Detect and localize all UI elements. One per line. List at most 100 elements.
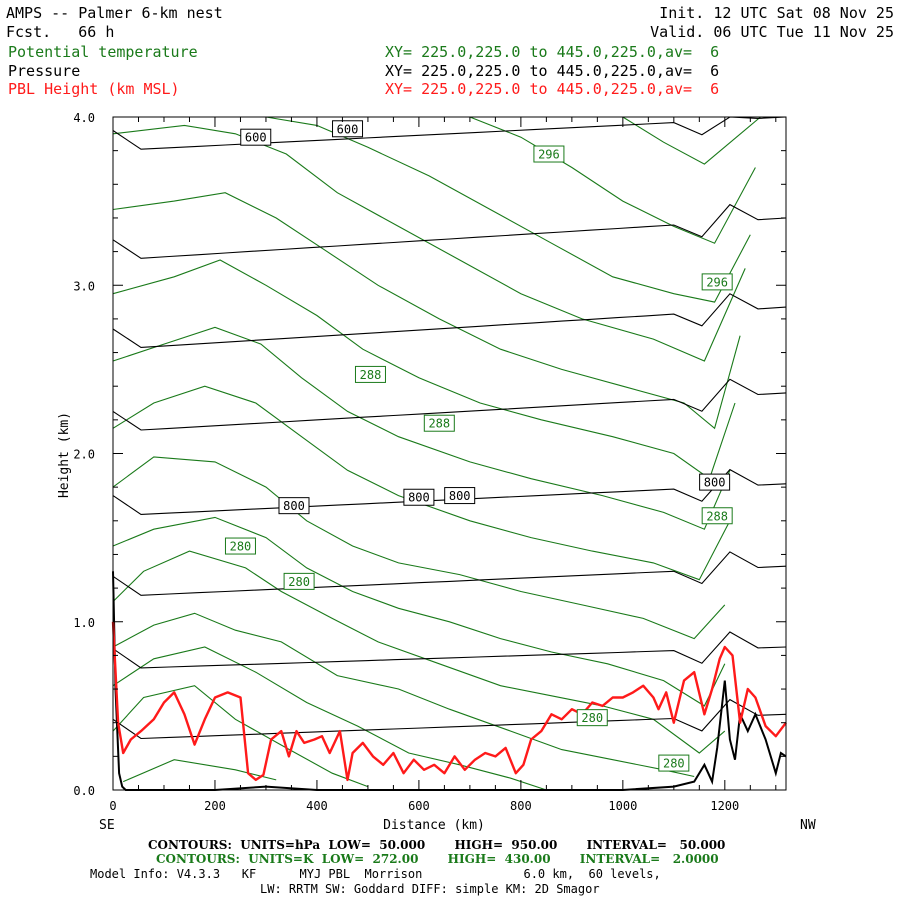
pressure-label-1-box bbox=[332, 120, 364, 138]
pressure-label-5-text: 800 bbox=[704, 476, 726, 490]
theta-label-2-box bbox=[354, 365, 386, 383]
pbl-height-line bbox=[111, 621, 787, 782]
y-axis-label: Height (km) bbox=[57, 412, 72, 498]
theta-label-4-box bbox=[701, 507, 733, 525]
pressure-label-4-text: 800 bbox=[449, 489, 471, 503]
field-xy-pbl: XY= 225.0,225.0 to 445.0,225.0,av= 6 bbox=[385, 80, 720, 98]
pressure-contour-600 bbox=[112, 116, 787, 150]
pressure-label-5: 800 bbox=[699, 473, 731, 491]
pressure-contour-950 bbox=[112, 698, 787, 740]
pressure-label-0-box bbox=[240, 128, 272, 146]
theta-contour-296 bbox=[265, 116, 751, 303]
theta-label-1: 296 bbox=[701, 273, 733, 291]
theta-label-6: 280 bbox=[283, 572, 315, 590]
theta-label-3-text: 288 bbox=[428, 417, 450, 431]
theta-contour-284 bbox=[112, 456, 726, 640]
pressure-contour-650 bbox=[112, 203, 787, 259]
pressure-contour-750 bbox=[112, 378, 787, 431]
theta-contour-272 bbox=[122, 759, 277, 783]
pressure-label-1-text: 600 bbox=[337, 122, 359, 136]
pressure-label-1: 600 bbox=[332, 120, 364, 138]
pressure-label-4-box bbox=[444, 487, 476, 505]
pressure-label-3-text: 800 bbox=[408, 491, 430, 505]
pressure-contour-900 bbox=[112, 631, 787, 669]
plot-frame bbox=[112, 116, 787, 791]
theta-label-0-text: 296 bbox=[538, 148, 560, 162]
right-end-label: NW bbox=[800, 818, 816, 833]
pbl-height-series bbox=[111, 621, 787, 782]
pressure-label-2: 800 bbox=[278, 497, 310, 515]
x-tick-label-2: 400 bbox=[306, 799, 328, 813]
theta-contour-292 bbox=[112, 192, 741, 430]
theta-label-5-text: 280 bbox=[230, 540, 252, 554]
x-axis-label: Distance (km) bbox=[383, 818, 485, 833]
theta-label-7-text: 280 bbox=[581, 711, 603, 725]
field-name-pbl: PBL Height (km MSL) bbox=[8, 80, 180, 98]
theta-label-0-box bbox=[533, 145, 565, 163]
init-time: Init. 12 UTC Sat 08 Nov 25 bbox=[659, 4, 894, 22]
theta-label-6-text: 280 bbox=[288, 575, 310, 589]
pressure-label-2-text: 800 bbox=[283, 499, 305, 513]
pressure-label-3-box bbox=[403, 488, 435, 506]
theta-label-1-box bbox=[701, 273, 733, 291]
valid-time: Valid. 06 UTC Tue 11 Nov 25 bbox=[650, 23, 894, 41]
theta-label-5-box bbox=[224, 537, 256, 555]
theta-contour-274 bbox=[112, 685, 369, 788]
theta-contour-280 bbox=[112, 550, 726, 754]
forecast-hours: 66 h bbox=[78, 23, 115, 41]
theta-label-0: 296 bbox=[533, 145, 565, 163]
contour-labels: 600 600 800 800 800 800 296 296 288 288 288 280 280 2… bbox=[224, 120, 733, 772]
theta-label-8-text: 280 bbox=[663, 757, 685, 771]
pressure-contours bbox=[112, 116, 787, 740]
theta-contour-288 bbox=[112, 326, 731, 530]
y-tick-label-0: 0.0 bbox=[73, 784, 95, 798]
y-tick-label-2: 2.0 bbox=[73, 448, 95, 462]
x-tick-label-0: 0 bbox=[109, 799, 116, 813]
theta-label-4: 288 bbox=[701, 507, 733, 525]
field-name-theta: Potential temperature bbox=[8, 43, 198, 61]
theta-label-8-box bbox=[658, 754, 690, 772]
pressure-label-5-box bbox=[699, 473, 731, 491]
pressure-label-0: 600 bbox=[240, 128, 272, 146]
theta-label-1-text: 296 bbox=[706, 275, 728, 289]
x-tick-label-1: 200 bbox=[204, 799, 226, 813]
pressure-label-2-box bbox=[278, 497, 310, 515]
theta-contour-300 bbox=[622, 116, 761, 165]
theta-contour-278 bbox=[112, 612, 695, 778]
pressure-contour-700 bbox=[112, 293, 787, 348]
theta-label-3-box bbox=[423, 414, 455, 432]
theta-label-8: 280 bbox=[658, 754, 690, 772]
x-tick-label-3: 600 bbox=[408, 799, 430, 813]
theta-contour-276 bbox=[112, 646, 547, 791]
theta-label-5: 280 bbox=[224, 537, 256, 555]
footer-physics-info: LW: RRTM SW: Goddard DIFF: simple KM: 2D… bbox=[260, 882, 600, 896]
forecast-label-text: Fcst. bbox=[6, 23, 52, 41]
y-tick-label-3: 3.0 bbox=[73, 279, 95, 293]
footer-model-info: Model Info: V4.3.3 KF MYJ PBL Morrison 6… bbox=[90, 867, 661, 881]
y-tick-label-4: 4.0 bbox=[73, 111, 95, 125]
footer-theta-contours: CONTOURS: UNITS=K LOW= 272.00 HIGH= 430.… bbox=[156, 852, 719, 866]
y-tick-label-1: 1.0 bbox=[73, 616, 95, 630]
theta-label-7: 280 bbox=[576, 709, 608, 727]
theta-contour-298 bbox=[469, 116, 756, 244]
field-xy-theta: XY= 225.0,225.0 to 445.0,225.0,av= 6 bbox=[385, 43, 720, 61]
theta-contour-286 bbox=[112, 385, 731, 581]
theta-label-4-text: 288 bbox=[706, 509, 728, 523]
forecast-label: Fcst. 66 h bbox=[6, 23, 114, 41]
footer-pressure-contours: CONTOURS: UNITS=hPa LOW= 50.000 HIGH= 95… bbox=[148, 838, 726, 852]
theta-label-7-box bbox=[576, 709, 608, 727]
field-name-pressure: Pressure bbox=[8, 62, 81, 80]
pressure-label-3: 800 bbox=[403, 488, 435, 506]
axes: 0.0 1.0 2.0 3.0 4.0 0 200 400 600 800 1000 1200 bbox=[73, 111, 786, 813]
x-tick-label-6: 1200 bbox=[710, 799, 739, 813]
theta-contours bbox=[112, 116, 761, 791]
pressure-contour-850 bbox=[112, 551, 787, 596]
theta-label-6-box bbox=[283, 572, 315, 590]
pressure-label-0-text: 600 bbox=[245, 131, 267, 145]
theta-contour-294 bbox=[112, 124, 746, 362]
pressure-label-4: 800 bbox=[444, 487, 476, 505]
theta-contour-282 bbox=[112, 516, 726, 707]
left-end-label: SE bbox=[99, 818, 115, 833]
theta-label-2: 288 bbox=[354, 365, 386, 383]
